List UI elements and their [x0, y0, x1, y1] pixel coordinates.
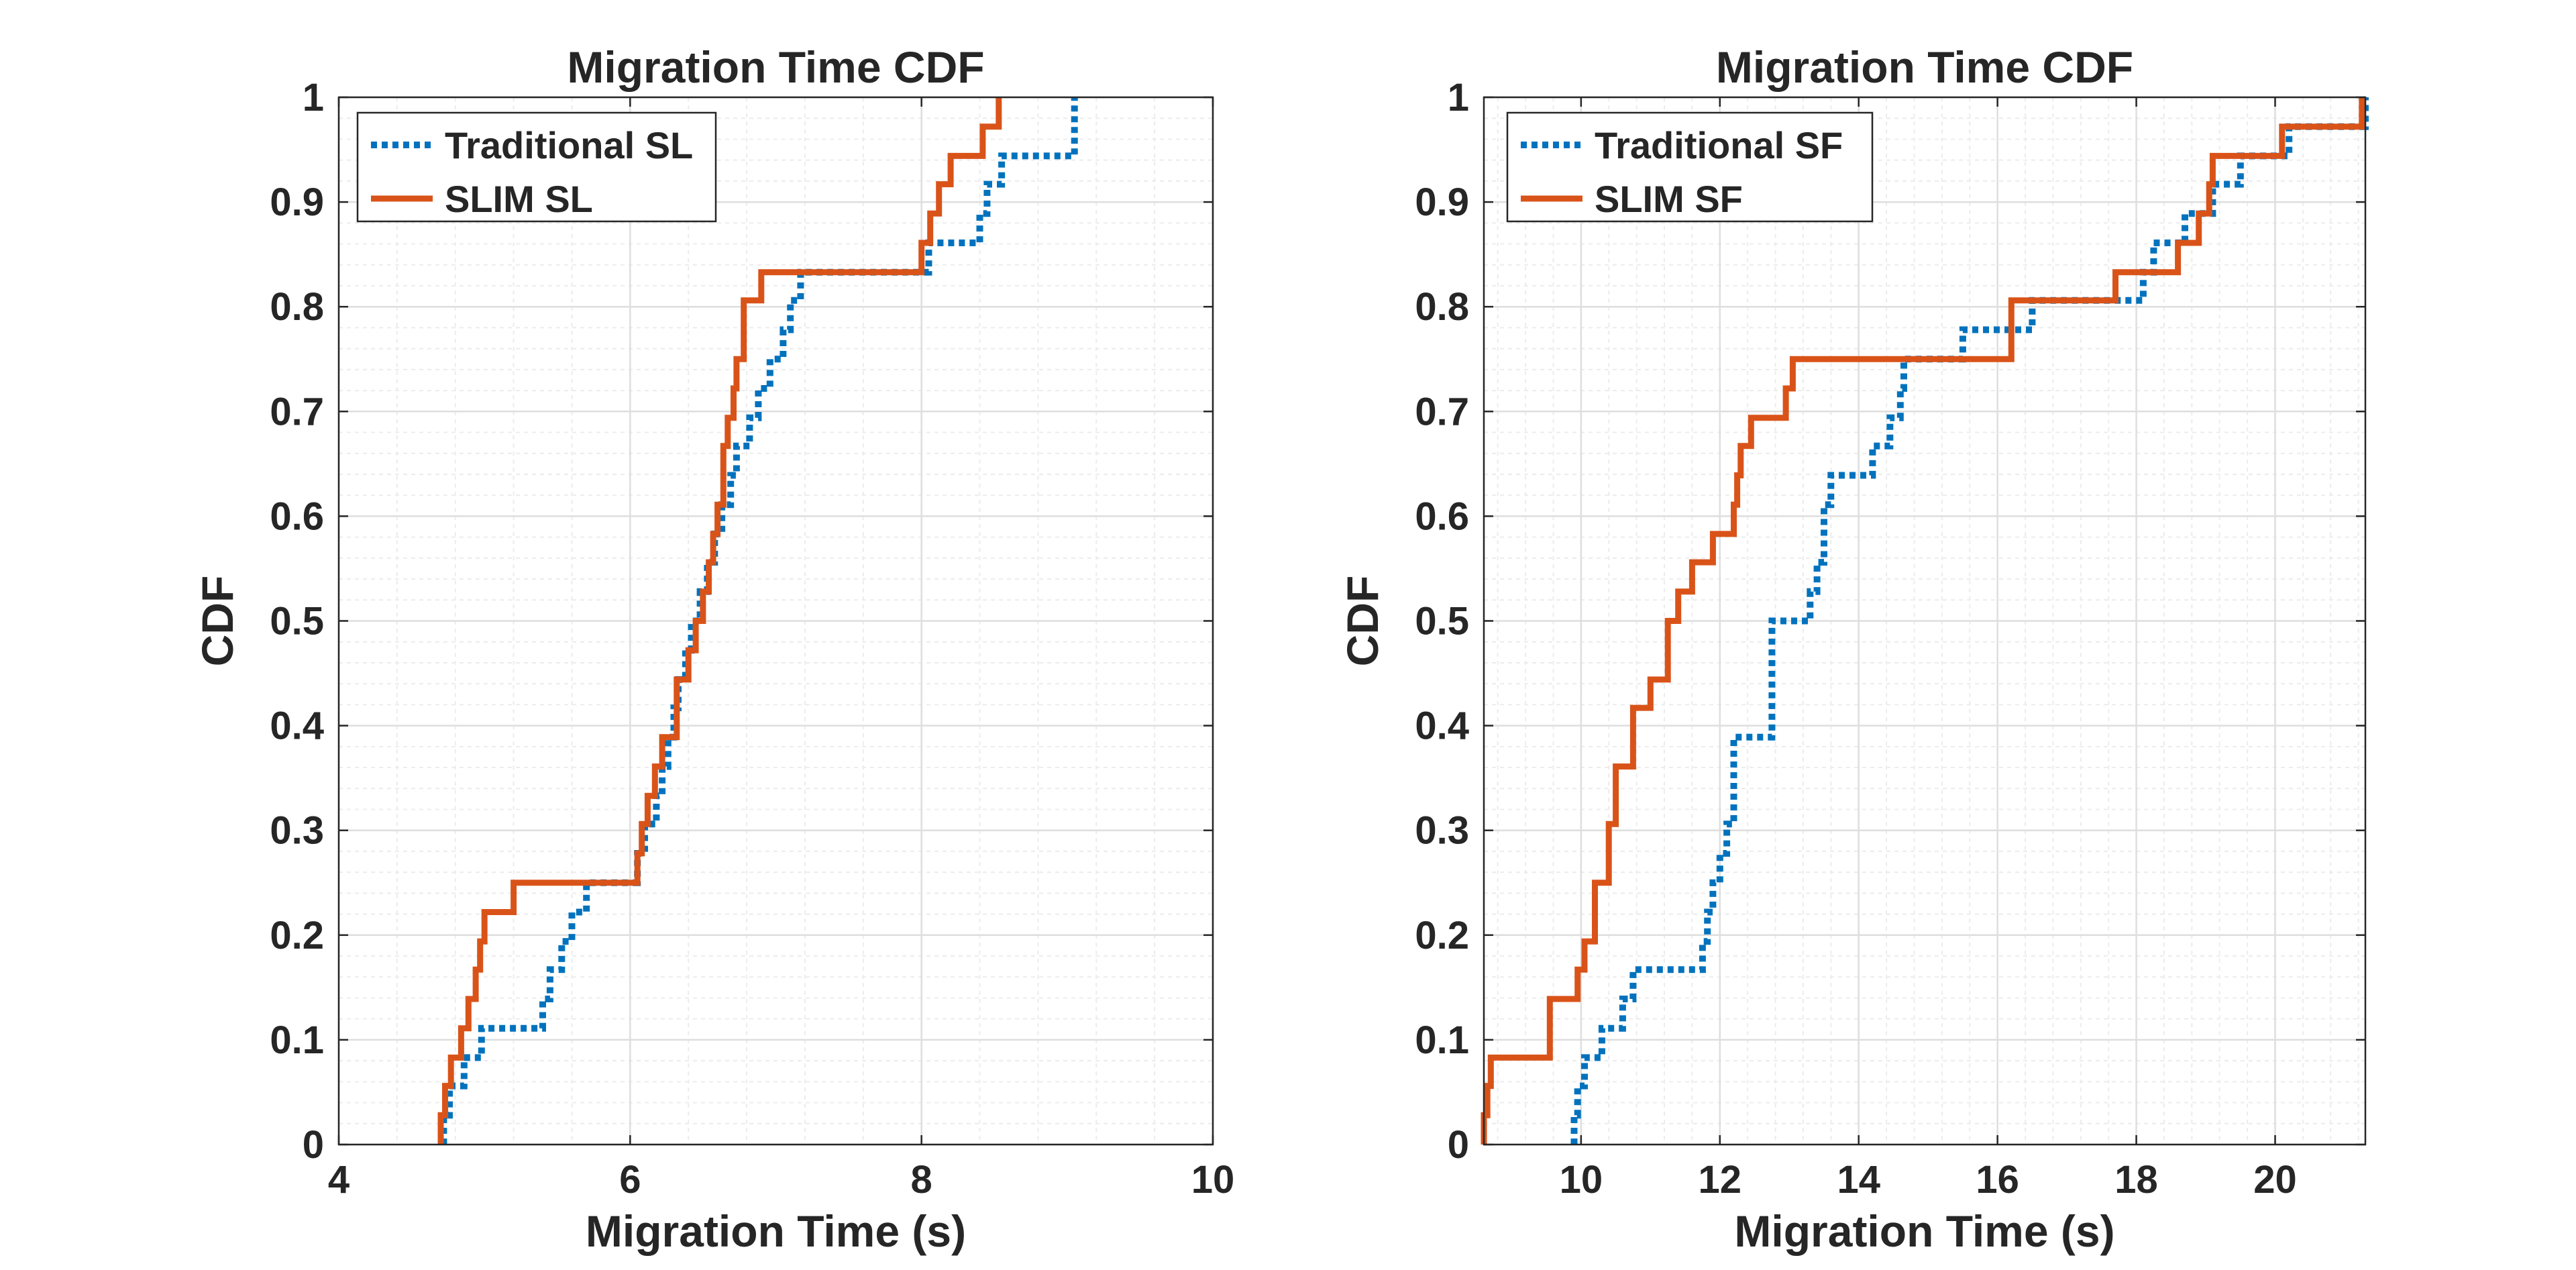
legend-box — [1506, 111, 1874, 223]
legend-label: SLIM SF — [1595, 178, 1743, 220]
x-axis-label: Migration Time (s) — [586, 1206, 966, 1256]
x-tick-label: 6 — [619, 1158, 641, 1202]
y-tick-label: 0.2 — [1415, 914, 1469, 957]
legend: Traditional SF SLIM SF — [1506, 111, 1874, 223]
chart-panel-2: 10 12 14 16 18 20 0 0.1 0.2 0.3 0.4 0.5 0.6 0.7 0.8 0.9… — [1338, 42, 2369, 1256]
legend-label: Traditional SF — [1595, 124, 1843, 166]
x-tick-label: 10 — [1191, 1158, 1235, 1202]
y-tick-label: 0.6 — [1415, 494, 1469, 538]
x-axis-label: Migration Time (s) — [1734, 1206, 2114, 1256]
y-tick-label: 0.3 — [1415, 809, 1469, 853]
series-line-1 — [1570, 97, 2369, 1145]
x-tick-label: 18 — [2114, 1158, 2158, 1202]
x-tick-label: 14 — [1837, 1158, 1880, 1202]
y-tick-label: 0.9 — [270, 180, 324, 224]
y-tick-label: 0.4 — [1415, 704, 1469, 748]
y-tick-label: 0.3 — [270, 809, 324, 853]
series-line-2 — [1481, 97, 2365, 1145]
y-tick-label: 0.4 — [270, 704, 324, 748]
legend-label: Traditional SL — [445, 124, 693, 166]
legend: Traditional SL SLIM SL — [356, 111, 717, 223]
y-axis-label: CDF — [1338, 576, 1387, 667]
legend-label: SLIM SL — [445, 178, 593, 220]
legend-box — [356, 111, 717, 223]
y-tick-label: 0.7 — [270, 390, 324, 433]
y-tick-label: 0 — [303, 1123, 324, 1167]
series-line-2 — [437, 97, 1002, 1145]
y-tick-label: 1 — [303, 76, 324, 119]
y-tick-label: 0.5 — [1415, 600, 1469, 643]
y-tick-label: 0.1 — [270, 1018, 324, 1062]
x-tick-label: 16 — [1976, 1158, 2019, 1202]
y-tick-label: 0.8 — [270, 285, 324, 329]
chart-title: Migration Time CDF — [567, 42, 984, 92]
x-tick-label: 4 — [328, 1158, 350, 1202]
x-tick-label: 12 — [1699, 1158, 1742, 1202]
x-tick-label: 10 — [1560, 1158, 1603, 1202]
y-tick-label: 0 — [1448, 1123, 1469, 1167]
chart-panel-1: 4 6 8 10 0 0.1 0.2 0.3 0.4 0.5 0.6 0.7 0.8 0.9 1 Migrat… — [193, 42, 1234, 1256]
y-tick-label: 0.9 — [1415, 180, 1469, 224]
y-tick-label: 0.6 — [270, 494, 324, 538]
y-tick-label: 0.1 — [1415, 1018, 1469, 1062]
x-tick-label: 20 — [2253, 1158, 2297, 1202]
y-axis-label: CDF — [193, 576, 242, 667]
y-tick-label: 0.7 — [1415, 390, 1469, 433]
y-tick-label: 0.2 — [270, 914, 324, 957]
y-tick-label: 1 — [1448, 76, 1469, 119]
x-tick-label: 8 — [911, 1158, 932, 1202]
y-tick-label: 0.8 — [1415, 285, 1469, 329]
chart-title: Migration Time CDF — [1716, 42, 2133, 92]
y-tick-label: 0.5 — [270, 600, 324, 643]
